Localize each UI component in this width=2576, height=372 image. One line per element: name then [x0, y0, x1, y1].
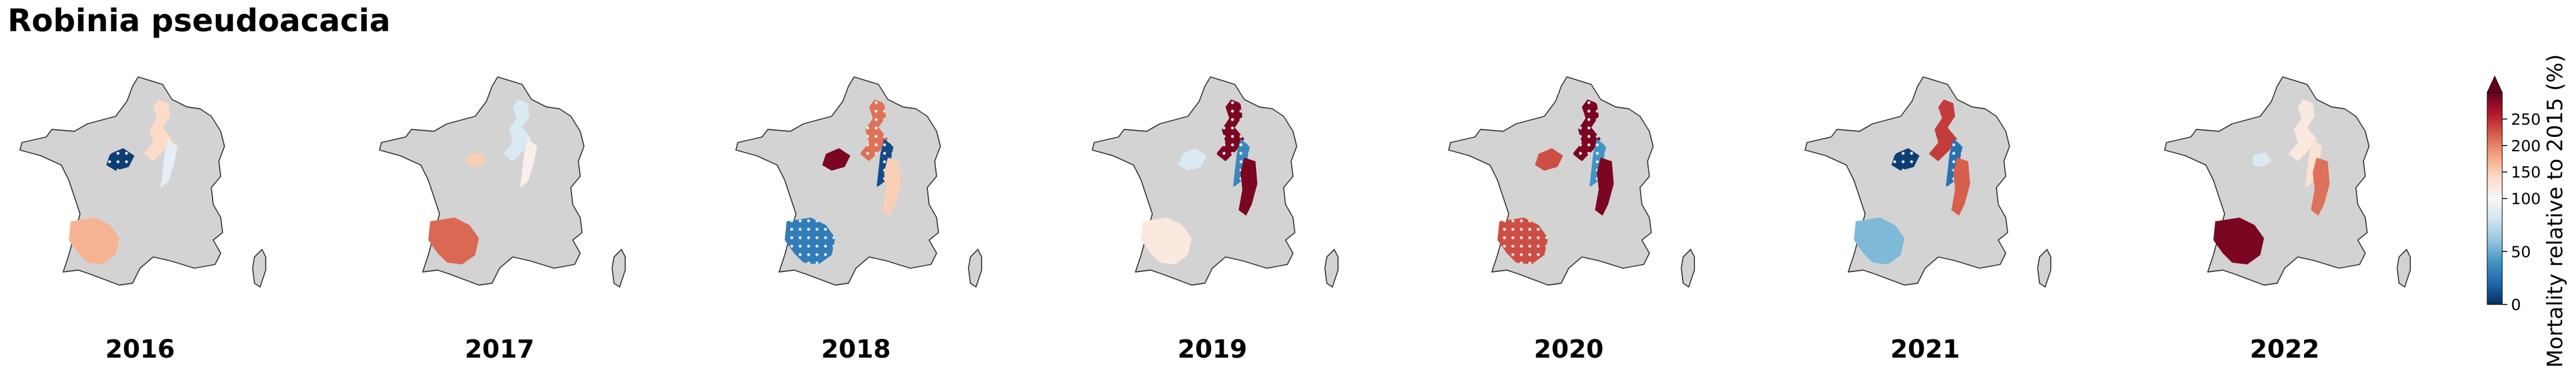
- region-southwest-2019: [1141, 218, 1192, 264]
- map-panel-2021: [1804, 76, 2051, 288]
- colorbar-tick-label-250: 250: [2511, 110, 2541, 128]
- map-panel-2022: [2164, 76, 2411, 288]
- region-centre-2020: [1535, 148, 1563, 171]
- france-outline: [379, 76, 585, 286]
- colorbar-tick-label-200: 200: [2511, 137, 2541, 155]
- colorbar: 0 50 100 150 200 250 Mortality relative to 201…: [2487, 54, 2568, 368]
- region-alps-south-2021: [1951, 158, 1970, 216]
- year-label-2018: 2018: [821, 335, 890, 364]
- region-alps-south-2022: [2311, 158, 2330, 216]
- region-northeast-2017: [503, 99, 531, 161]
- colorbar-tick-label-150: 150: [2511, 163, 2541, 181]
- region-centre-west-2022: [2253, 152, 2272, 167]
- corsica-outline: [1324, 248, 1339, 288]
- region-hatch-centre-2021: [1891, 148, 1919, 171]
- region-centre-2019: [1179, 148, 1207, 171]
- year-label-2022: 2022: [2250, 335, 2319, 364]
- france-outline: [1092, 76, 1297, 286]
- year-label-2017: 2017: [465, 335, 534, 364]
- region-hatch-alps-2018: [877, 139, 893, 188]
- corsica-outline: [968, 248, 982, 288]
- chart-title: Robinia pseudoacacia: [8, 3, 391, 39]
- region-alps-2017: [520, 139, 537, 188]
- region-centre-west-2017: [468, 152, 486, 167]
- colorbar-extend-arrow: [2487, 75, 2503, 93]
- year-label-2019: 2019: [1177, 335, 1247, 364]
- region-southwest-2017: [428, 218, 479, 264]
- france-outline: [1448, 76, 1654, 286]
- corsica-outline: [2037, 248, 2051, 288]
- region-northeast-2021: [1929, 99, 1957, 161]
- region-hatch-southwest-2018: [785, 218, 835, 264]
- map-panel-2016: [19, 76, 266, 288]
- france-outline: [19, 76, 225, 286]
- region-alps-south-2020: [1595, 158, 1614, 216]
- region-hatch-alps-2021: [1946, 139, 1963, 188]
- year-label-2016: 2016: [105, 335, 174, 364]
- region-southwest-2022: [2213, 218, 2264, 264]
- region-alps-south-2018: [882, 158, 901, 216]
- corsica-outline: [252, 248, 266, 288]
- map-panel-2019: [1092, 76, 1339, 288]
- colorbar-gradient: [2487, 92, 2503, 305]
- france-outline: [735, 76, 941, 286]
- region-centre-2018: [822, 148, 850, 171]
- map-panel-2020: [1448, 76, 1695, 288]
- region-hatch-northeast-2020: [1572, 99, 1601, 161]
- region-hatch-northeast-2018: [860, 99, 888, 161]
- region-hatch-alps-2020: [1589, 139, 1606, 188]
- region-alps-2022: [2305, 139, 2322, 188]
- colorbar-tick-label-0: 0: [2511, 296, 2521, 314]
- region-hatch-northeast-2019: [1216, 99, 1244, 161]
- map-panel-2018: [735, 76, 982, 288]
- corsica-outline: [1681, 248, 1695, 288]
- region-hatch-centre-2016: [106, 148, 134, 171]
- colorbar-tick-label-100: 100: [2511, 190, 2541, 208]
- map-panel-2017: [379, 76, 626, 288]
- france-outline: [2164, 76, 2370, 286]
- corsica-outline: [611, 248, 626, 288]
- region-hatch-alps-2019: [1233, 139, 1250, 188]
- colorbar-tick-label-50: 50: [2511, 243, 2531, 261]
- region-southwest-2021: [1854, 218, 1904, 264]
- map-panels: 2016 2017 2018 2019 2020 2021 2022: [19, 76, 2411, 364]
- colorbar-label: Mortality relative to 2015 (%): [2543, 54, 2568, 368]
- region-hatch-southwest-2020: [1497, 218, 1548, 264]
- corsica-outline: [2397, 248, 2411, 288]
- region-northeast-2022: [2288, 99, 2317, 161]
- year-label-2021: 2021: [1890, 335, 1960, 364]
- france-outline: [1804, 76, 2010, 286]
- year-label-2020: 2020: [1534, 335, 1603, 364]
- region-southwest-2016: [69, 218, 119, 264]
- region-alps-south-2019: [1239, 158, 1257, 216]
- region-alps-2016: [161, 139, 178, 188]
- region-northeast-2016: [144, 99, 172, 161]
